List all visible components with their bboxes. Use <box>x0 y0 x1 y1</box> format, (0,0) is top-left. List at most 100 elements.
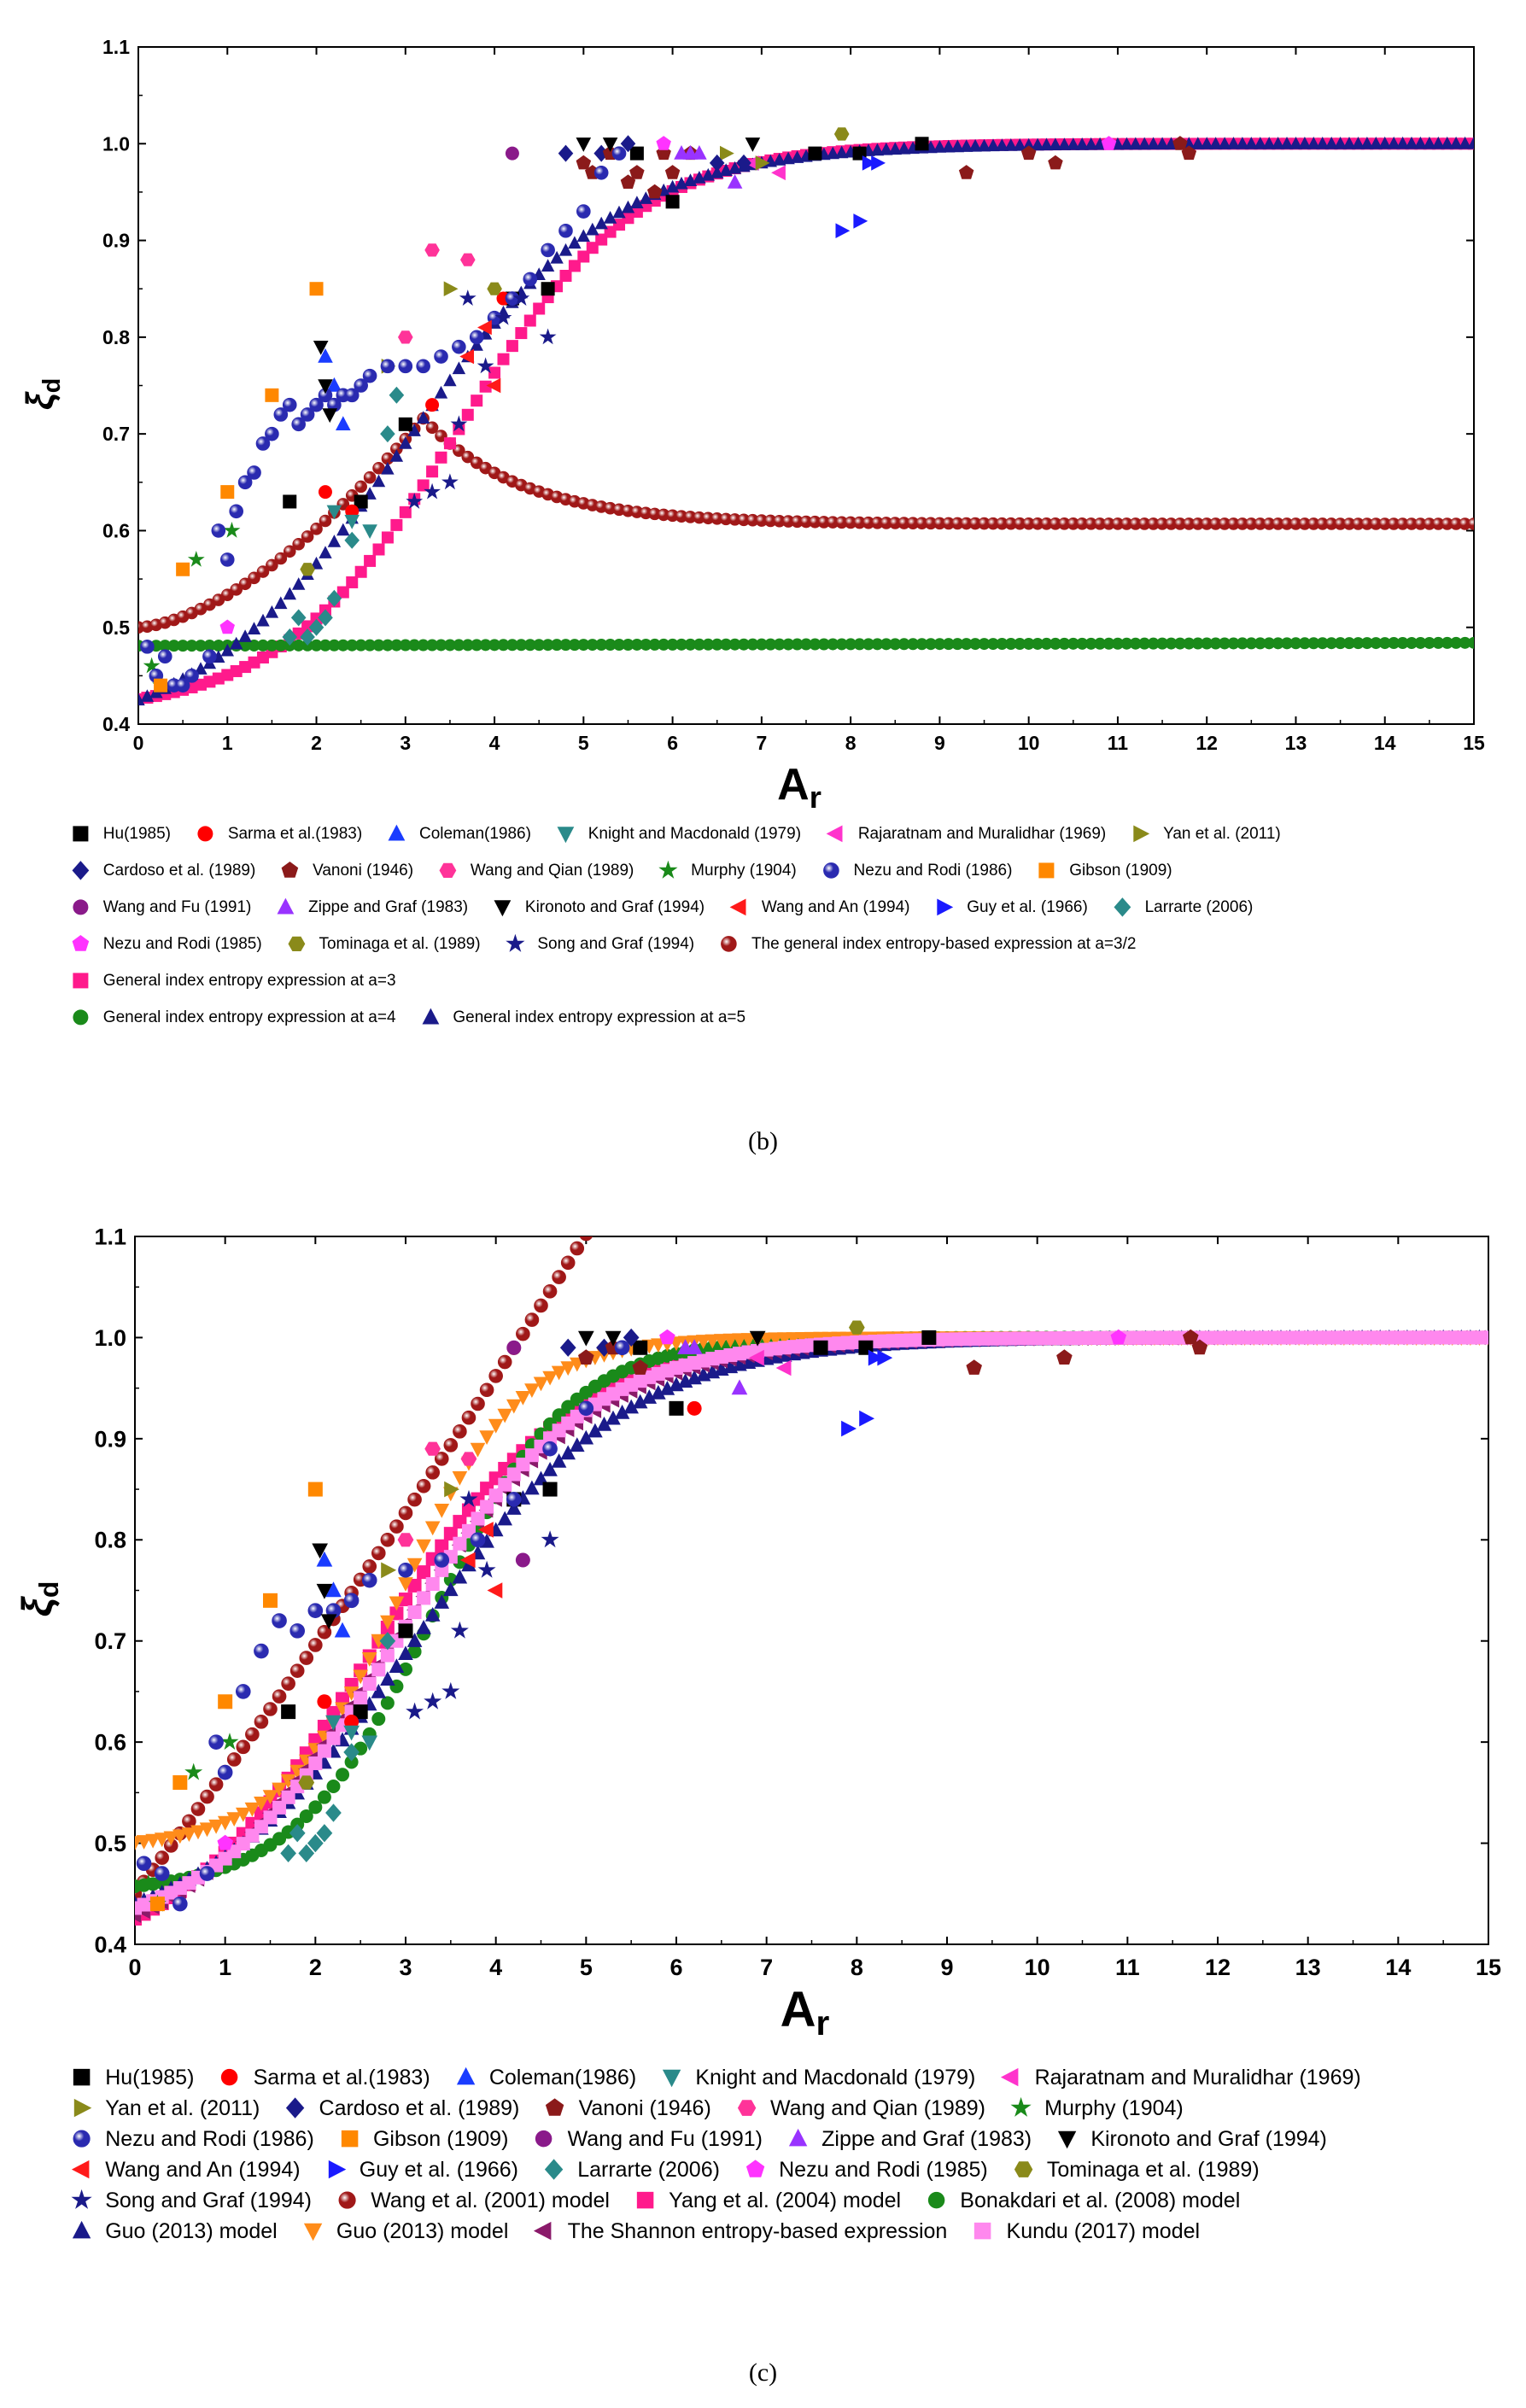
series-zippe-and-graf-1983 <box>677 1339 748 1395</box>
curve-point-general-index-entropy-expression-at-a-4 <box>1067 637 1079 650</box>
legend-marker-icon <box>197 826 213 842</box>
curve-point-general-index-entropy-expression-at-a-4 <box>479 639 492 652</box>
series-knight-and-macdonald-1979 <box>326 505 377 539</box>
legend-marker-icon <box>439 862 457 879</box>
curve-point-general-index-entropy-expression-at-a-4 <box>800 638 812 651</box>
curve-point-wang-et-al-2001-model <box>425 1465 441 1480</box>
curve-point-the-general-index-entropy-based-expression-at-a-3-2 <box>319 514 332 528</box>
curve-point-general-index-entropy-expression-at-a-5 <box>621 200 635 213</box>
curve-point-general-index-entropy-expression-at-a-4 <box>720 638 733 651</box>
data-point-nezu-and-rodi-1986 <box>175 678 190 693</box>
data-point-rajaratnam-and-muralidhar-1969 <box>771 165 786 181</box>
series-gibson-1909 <box>149 1482 323 1912</box>
legend-marker-icon <box>927 2192 945 2209</box>
data-point-kironoto-and-graf-1994 <box>313 341 329 355</box>
data-point-hu-1985 <box>813 1340 828 1355</box>
curve-point-guo-2013-model <box>389 1658 405 1673</box>
curve-point-general-index-entropy-expression-at-a-4 <box>1138 637 1151 650</box>
curve-point-guo-2013-model <box>398 1645 413 1660</box>
curve-point-general-index-entropy-expression-at-a-4 <box>203 640 216 652</box>
curve-point-general-index-entropy-expression-at-a-4 <box>871 638 884 651</box>
data-point-coleman-1986 <box>325 1581 342 1598</box>
curve-point-general-index-entropy-expression-at-a-4 <box>1004 638 1017 651</box>
curve-point-general-index-entropy-expression-at-a-4 <box>640 638 652 651</box>
curve-point-general-index-entropy-expression-at-a-5 <box>1369 137 1383 149</box>
legend-label: Wang and Qian (1989) <box>769 2095 985 2120</box>
curve-point-general-index-entropy-expression-at-a-4 <box>684 638 697 651</box>
legend-marker-icon <box>494 900 512 917</box>
curve-point-general-index-entropy-expression-at-a-4 <box>1147 637 1160 650</box>
legend-label: Murphy (1904) <box>1044 2095 1184 2120</box>
curve-point-general-index-entropy-expression-at-a-4 <box>533 639 546 652</box>
series-nezu-and-rodi-1985 <box>217 1329 1127 1850</box>
curve-point-general-index-entropy-expression-at-a-4 <box>471 639 483 652</box>
x-tick-label: 7 <box>756 732 767 754</box>
series-general-index-entropy-expression-at-a-5 <box>138 136 1474 706</box>
curve-point-general-index-entropy-expression-at-a-4 <box>1441 636 1453 649</box>
curve-point-kundu-2017-model <box>488 1488 503 1503</box>
series-general-index-entropy-expression-at-a-4 <box>138 636 1474 652</box>
data-point-hu-1985 <box>541 282 555 296</box>
legend-marker-icon <box>1133 825 1150 843</box>
legend-item-wang-and-an-1994: Wang and An (1994) <box>727 889 909 926</box>
curve-point-general-index-entropy-expression-at-a-4 <box>159 640 172 652</box>
curve-point-general-index-entropy-expression-at-a-4 <box>1263 637 1276 650</box>
data-point-gibson-1909 <box>154 678 168 693</box>
x-tick-label: 9 <box>940 1955 953 1980</box>
legend-marker-icon <box>72 861 90 880</box>
data-point-kironoto-and-graf-1994 <box>318 379 333 395</box>
legend-label: General index entropy expression at a=4 <box>102 1008 396 1026</box>
curve-point-general-index-entropy-expression-at-a-4 <box>1129 637 1142 650</box>
legend-item-wang-and-qian-1989: Wang and Qian (1989) <box>734 2093 985 2124</box>
legend-marker <box>388 824 406 841</box>
legend-marker-icon <box>341 2130 359 2148</box>
legend-marker <box>729 898 746 916</box>
curve-point-general-index-entropy-expression-at-a-4 <box>1111 637 1124 650</box>
curve-point-general-index-entropy-expression-at-a-3 <box>515 327 528 340</box>
data-point-nezu-and-rodi-1986 <box>344 388 360 403</box>
curve-point-guo-2013-model <box>406 1558 423 1573</box>
x-tick-label: 4 <box>489 732 500 754</box>
legend-marker-icon <box>281 862 299 878</box>
legend-marker-icon <box>636 2192 654 2209</box>
data-point-guy-et-al-1966 <box>835 223 851 238</box>
curve-point-general-index-entropy-expression-at-a-3 <box>435 451 447 464</box>
data-point-nezu-and-rodi-1986 <box>354 378 368 393</box>
curve-point-general-index-entropy-expression-at-a-4 <box>1298 637 1311 650</box>
curve-point-guo-2013-model <box>659 1381 675 1395</box>
data-point-rajaratnam-and-muralidhar-1969 <box>744 155 759 171</box>
series-guy-et-al-1966 <box>835 155 886 238</box>
curve-point-general-index-entropy-expression-at-a-4 <box>408 639 421 652</box>
x-tick-label: 14 <box>1374 732 1396 754</box>
data-point-nezu-and-rodi-1986 <box>172 1896 188 1912</box>
data-point-cardoso-et-al-1989 <box>623 1328 640 1347</box>
data-point-wang-and-qian-1989 <box>460 253 476 266</box>
curve-point-kundu-2017-model <box>471 1511 485 1526</box>
legend-label: Larrarte (2006) <box>1144 897 1254 916</box>
curve-point-general-index-entropy-expression-at-a-4 <box>177 640 190 652</box>
legend-item-larrarte-2006: Larrarte (2006) <box>541 2154 720 2185</box>
data-point-nezu-and-rodi-1986 <box>506 1492 522 1507</box>
series-yan-et-al-2011 <box>381 1481 459 1579</box>
curve-point-guo-2013-model <box>272 1782 287 1797</box>
curve-point-guo-2013-model <box>434 1504 450 1518</box>
data-point-nezu-and-rodi-1986 <box>237 475 253 490</box>
curve-point-guo-2013-model <box>605 1410 621 1425</box>
curve-point-general-index-entropy-expression-at-a-5 <box>1022 137 1036 151</box>
curve-point-general-index-entropy-expression-at-a-3 <box>461 408 474 421</box>
curve-point-general-index-entropy-expression-at-a-4 <box>986 638 999 651</box>
curve-point-general-index-entropy-expression-at-a-4 <box>1388 637 1400 650</box>
data-point-hu-1985 <box>629 146 644 161</box>
curve-point-general-index-entropy-expression-at-a-4 <box>506 639 518 652</box>
curve-point-general-index-entropy-expression-at-a-4 <box>551 639 564 652</box>
data-point-knight-and-macdonald-1979 <box>325 1715 342 1731</box>
legend-marker-icon <box>1058 2131 1077 2149</box>
curve-point-guo-2013-model <box>497 1511 512 1526</box>
legend-marker <box>788 2129 808 2147</box>
data-point-wang-and-an-1994 <box>459 1552 476 1569</box>
legend-marker <box>73 2069 91 2086</box>
curve-point-kundu-2017-model <box>326 1731 341 1745</box>
legend-item-coleman-1986: Coleman(1986) <box>384 815 531 852</box>
series-hu-1985 <box>283 137 929 509</box>
legend-item-nezu-and-rodi-1986: Nezu and Rodi (1986) <box>819 852 1012 889</box>
